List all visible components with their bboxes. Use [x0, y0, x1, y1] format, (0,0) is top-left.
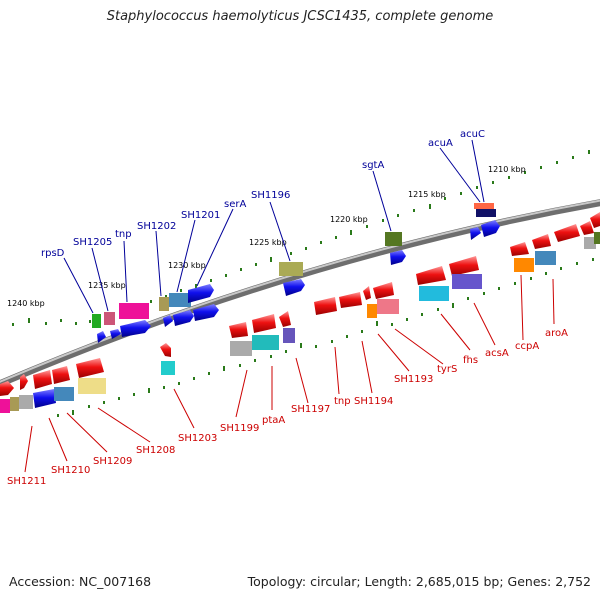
label-acuA: acuA [428, 138, 453, 149]
gene-SH1202 [159, 297, 169, 311]
label-SH1202: SH1202 [137, 221, 176, 232]
gene-tyrS [377, 299, 399, 314]
gene-fhs [419, 286, 449, 301]
scale-label-1230: 1230 kbp [168, 261, 206, 270]
label-SH1196: SH1196 [251, 190, 290, 201]
label-SH1194: SH1194 [354, 396, 393, 407]
label-SH1197: SH1197 [291, 404, 330, 415]
label-serA: serA [224, 199, 246, 210]
label-acuC: acuC [460, 129, 485, 140]
scale-label-1215: 1215 kbp [408, 190, 446, 199]
label-SH1209: SH1209 [93, 456, 132, 467]
gene-rpsD [92, 314, 101, 328]
gene-aroA [535, 251, 556, 265]
reverse-genes [0, 212, 600, 413]
scale-label-1220: 1220 kbp [330, 215, 368, 224]
gene-SH1205 [104, 312, 115, 325]
gene-tnp-fwd [119, 303, 149, 319]
gene-acsA [452, 274, 482, 289]
gene-ccpA [514, 258, 534, 272]
scale-labels: 1210 kbp 1215 kbp 1220 kbp 1225 kbp 1230… [7, 165, 526, 308]
label-SH1199: SH1199 [220, 423, 259, 434]
scale-label-1225: 1225 kbp [249, 238, 287, 247]
label-aroA: aroA [545, 328, 568, 339]
label-tyrS: tyrS [437, 364, 457, 375]
gene-serA [188, 284, 214, 303]
accession-text: Accession: NC_007168 [9, 574, 152, 589]
forward-labels: rpsD SH1205 tnp SH1202 SH1201 serA SH119… [41, 129, 485, 259]
gene-SH1199 [230, 341, 252, 356]
label-tnp-fwd: tnp [115, 229, 132, 240]
scale-label-1235: 1235 kbp [88, 281, 126, 290]
gene-SH1196 [279, 262, 303, 276]
label-SH1210: SH1210 [51, 465, 90, 476]
genome-backbone [0, 199, 600, 388]
reverse-ruler [57, 258, 594, 417]
label-SH1193: SH1193 [394, 374, 433, 385]
scale-label-1210: 1210 kbp [488, 165, 526, 174]
label-ccpA: ccpA [515, 341, 539, 352]
gene-SH1203 [161, 361, 175, 375]
label-SH1201: SH1201 [181, 210, 220, 221]
scale-label-1240: 1240 kbp [7, 299, 45, 308]
label-fhs: fhs [463, 355, 478, 366]
label-tnp-rev: tnp [334, 396, 351, 407]
gene-SH1197 [283, 328, 295, 343]
label-rpsD: rpsD [41, 248, 65, 259]
label-ptaA: ptaA [262, 415, 285, 426]
gene-SH1193 [367, 304, 377, 318]
gene-ptaA [252, 335, 279, 350]
gene-acuC [476, 209, 496, 217]
forward-leaders [63, 139, 485, 314]
gene-acuA [474, 203, 494, 209]
label-SH1203: SH1203 [178, 433, 217, 444]
label-SH1208: SH1208 [136, 445, 175, 456]
label-acsA: acsA [485, 348, 509, 359]
reverse-labels: SH1211 SH1210 SH1209 SH1208 SH1203 SH119… [7, 328, 568, 487]
reverse-leaders [24, 274, 555, 473]
gene-SH1208 [78, 378, 106, 394]
forward-genes [92, 203, 500, 343]
label-SH1211: SH1211 [7, 476, 46, 487]
topology-text: Topology: circular; Length: 2,685,015 bp… [247, 574, 591, 589]
label-sgtA: sgtA [362, 160, 384, 171]
gene-sgtA [385, 232, 402, 246]
label-SH1205: SH1205 [73, 237, 112, 248]
forward-ruler [12, 150, 590, 326]
map-title: Staphylococcus haemolyticus JCSC1435, co… [106, 9, 494, 24]
gene-SH1201 [169, 293, 191, 307]
